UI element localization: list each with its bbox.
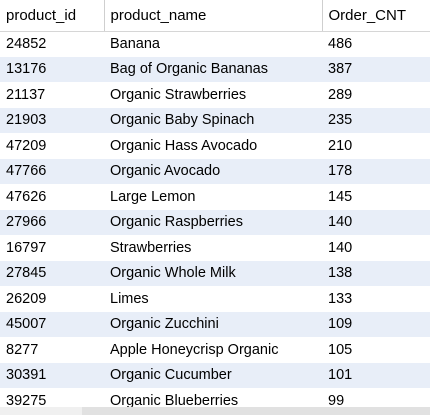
cell-product-id[interactable]: 45007 xyxy=(0,311,104,337)
header-row: product_id product_name Order_CNT xyxy=(0,0,430,32)
cell-product-name[interactable]: Bag of Organic Bananas xyxy=(104,56,322,82)
cell-order-cnt[interactable]: 387 xyxy=(322,56,430,82)
column-header-product-id[interactable]: product_id xyxy=(0,0,105,32)
cell-product-id[interactable]: 8277 xyxy=(0,337,104,363)
cell-order-cnt[interactable]: 289 xyxy=(322,82,430,108)
column-header-product-name[interactable]: product_name xyxy=(104,0,323,32)
table-row[interactable]: 8277 Apple Honeycrisp Organic 105 xyxy=(0,337,430,363)
cell-order-cnt[interactable]: 235 xyxy=(322,107,430,133)
cell-product-id[interactable]: 30391 xyxy=(0,362,104,388)
cell-product-name[interactable]: Strawberries xyxy=(104,235,322,261)
cell-order-cnt[interactable]: 133 xyxy=(322,286,430,312)
table-row[interactable]: 13176 Bag of Organic Bananas 387 xyxy=(0,56,430,82)
table-row[interactable]: 26209 Limes 133 xyxy=(0,286,430,312)
scrollbar-thumb[interactable] xyxy=(82,407,430,415)
cell-order-cnt[interactable]: 178 xyxy=(322,158,430,184)
horizontal-scrollbar[interactable] xyxy=(0,407,430,415)
cell-product-name[interactable]: Apple Honeycrisp Organic xyxy=(104,337,322,363)
table-row[interactable]: 30391 Organic Cucumber 101 xyxy=(0,362,430,388)
cell-product-id[interactable]: 47766 xyxy=(0,158,104,184)
cell-product-name[interactable]: Organic Strawberries xyxy=(104,82,322,108)
table-row[interactable]: 27845 Organic Whole Milk 138 xyxy=(0,260,430,286)
table-row[interactable]: 47766 Organic Avocado 178 xyxy=(0,158,430,184)
cell-order-cnt[interactable]: 210 xyxy=(322,133,430,159)
cell-order-cnt[interactable]: 486 xyxy=(322,31,430,57)
cell-product-name[interactable]: Organic Raspberries xyxy=(104,209,322,235)
cell-order-cnt[interactable]: 101 xyxy=(322,362,430,388)
cell-product-id[interactable]: 27845 xyxy=(0,260,104,286)
table-row[interactable]: 24852 Banana 486 xyxy=(0,31,430,57)
cell-order-cnt[interactable]: 140 xyxy=(322,235,430,261)
cell-product-id[interactable]: 27966 xyxy=(0,209,104,235)
cell-product-name[interactable]: Organic Zucchini xyxy=(104,311,322,337)
cell-product-name[interactable]: Organic Baby Spinach xyxy=(104,107,322,133)
table-row[interactable]: 21137 Organic Strawberries 289 xyxy=(0,82,430,108)
column-header-order-cnt[interactable]: Order_CNT xyxy=(322,0,430,32)
cell-product-name[interactable]: Organic Cucumber xyxy=(104,362,322,388)
cell-product-name[interactable]: Limes xyxy=(104,286,322,312)
cell-product-id[interactable]: 24852 xyxy=(0,31,104,57)
cell-order-cnt[interactable]: 109 xyxy=(322,311,430,337)
cell-order-cnt[interactable]: 145 xyxy=(322,184,430,210)
table-row[interactable]: 47626 Large Lemon 145 xyxy=(0,184,430,210)
cell-product-name[interactable]: Organic Whole Milk xyxy=(104,260,322,286)
table-row[interactable]: 16797 Strawberries 140 xyxy=(0,235,430,261)
cell-order-cnt[interactable]: 138 xyxy=(322,260,430,286)
cell-product-id[interactable]: 21137 xyxy=(0,82,104,108)
table-row[interactable]: 21903 Organic Baby Spinach 235 xyxy=(0,107,430,133)
table-row[interactable]: 27966 Organic Raspberries 140 xyxy=(0,209,430,235)
cell-order-cnt[interactable]: 140 xyxy=(322,209,430,235)
cell-product-id[interactable]: 21903 xyxy=(0,107,104,133)
table-row[interactable]: 45007 Organic Zucchini 109 xyxy=(0,311,430,337)
cell-product-id[interactable]: 26209 xyxy=(0,286,104,312)
cell-product-name[interactable]: Organic Avocado xyxy=(104,158,322,184)
cell-product-name[interactable]: Large Lemon xyxy=(104,184,322,210)
cell-product-id[interactable]: 13176 xyxy=(0,56,104,82)
cell-product-name[interactable]: Organic Hass Avocado xyxy=(104,133,322,159)
cell-product-name[interactable]: Banana xyxy=(104,31,322,57)
cell-order-cnt[interactable]: 105 xyxy=(322,337,430,363)
cell-product-id[interactable]: 47626 xyxy=(0,184,104,210)
cell-product-id[interactable]: 47209 xyxy=(0,133,104,159)
table-row[interactable]: 47209 Organic Hass Avocado 210 xyxy=(0,133,430,159)
cell-product-id[interactable]: 16797 xyxy=(0,235,104,261)
